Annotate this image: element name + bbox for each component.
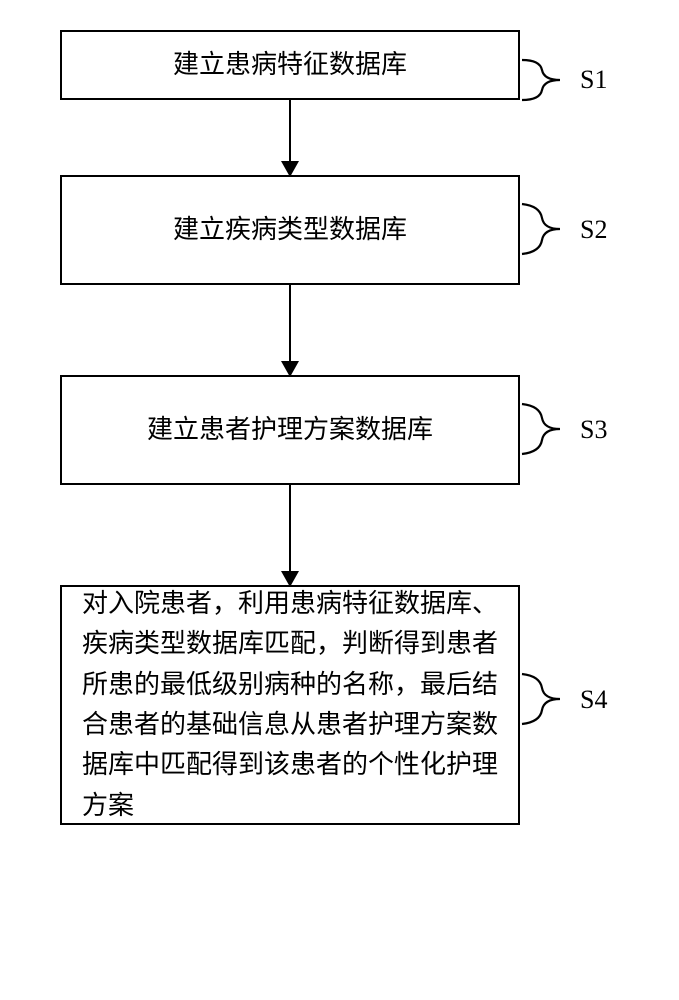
step-box-s2: 建立疾病类型数据库: [60, 175, 520, 285]
step-text: 建立患病特征数据库: [173, 45, 407, 85]
step-text: 建立患者护理方案数据库: [147, 410, 433, 450]
step-label-s3: S3: [580, 415, 607, 445]
brace-s1: [520, 58, 575, 103]
step-text: 建立疾病类型数据库: [173, 210, 407, 250]
step-label-s2: S2: [580, 215, 607, 245]
step-box-s1: 建立患病特征数据库: [60, 30, 520, 100]
step-label-s4: S4: [580, 685, 607, 715]
step-label-s1: S1: [580, 65, 607, 95]
step-text: 对入院患者，利用患病特征数据库、疾病类型数据库匹配，判断得到患者所患的最低级别病…: [82, 584, 498, 826]
arrow-s1-s2: [60, 100, 520, 175]
step-box-s3: 建立患者护理方案数据库: [60, 375, 520, 485]
arrow-s2-s3: [60, 285, 520, 375]
arrow-s3-s4: [60, 485, 520, 585]
step-box-s4: 对入院患者，利用患病特征数据库、疾病类型数据库匹配，判断得到患者所患的最低级别病…: [60, 585, 520, 825]
brace-s2: [520, 202, 575, 257]
brace-s4: [520, 672, 575, 727]
brace-s3: [520, 402, 575, 457]
